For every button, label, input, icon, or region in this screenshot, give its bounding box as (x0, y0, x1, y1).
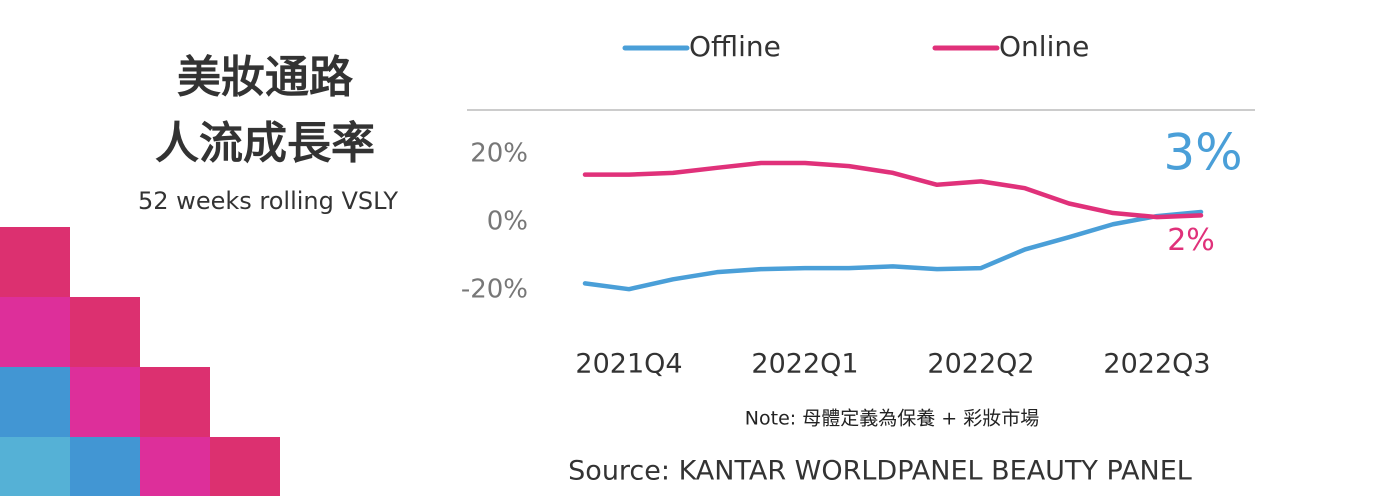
decor-square (140, 367, 210, 437)
decor-square (70, 297, 140, 367)
chart-title: 人流成長率 (155, 118, 375, 169)
y-tick-label: 0% (487, 207, 528, 237)
legend-label: Offline (689, 30, 781, 63)
line-series (582, 160, 1204, 220)
value-label: 3% (1163, 124, 1242, 182)
decor-square (140, 437, 210, 496)
x-tick-label: 2021Q4 (575, 349, 682, 380)
decor-square (0, 367, 70, 437)
y-tick-label: -20% (461, 275, 528, 305)
y-tick-label: 20% (470, 139, 528, 169)
decor (0, 227, 280, 496)
decor-square (0, 297, 70, 367)
source: Source: KANTAR WORLDPANEL BEAUTY PANEL (568, 456, 1192, 487)
decor-square (210, 437, 280, 496)
chart-subtitle: 52 weeks rolling VSLY (138, 187, 398, 215)
decor-square (0, 227, 70, 297)
decor-square (70, 367, 140, 437)
value-label: 2% (1167, 223, 1215, 258)
note: Note: 母體定義為保養 + 彩妝市場 (745, 408, 1039, 430)
x-tick-label: 2022Q1 (751, 349, 858, 380)
x-tick-label: 2022Q3 (1103, 349, 1210, 380)
line-series (582, 209, 1204, 292)
x-tick-label: 2022Q2 (927, 349, 1034, 380)
decor-square (70, 437, 140, 496)
legend-label: Online (999, 30, 1089, 63)
chart-title: 美妝通路 (177, 52, 354, 103)
decor-square (0, 437, 70, 496)
